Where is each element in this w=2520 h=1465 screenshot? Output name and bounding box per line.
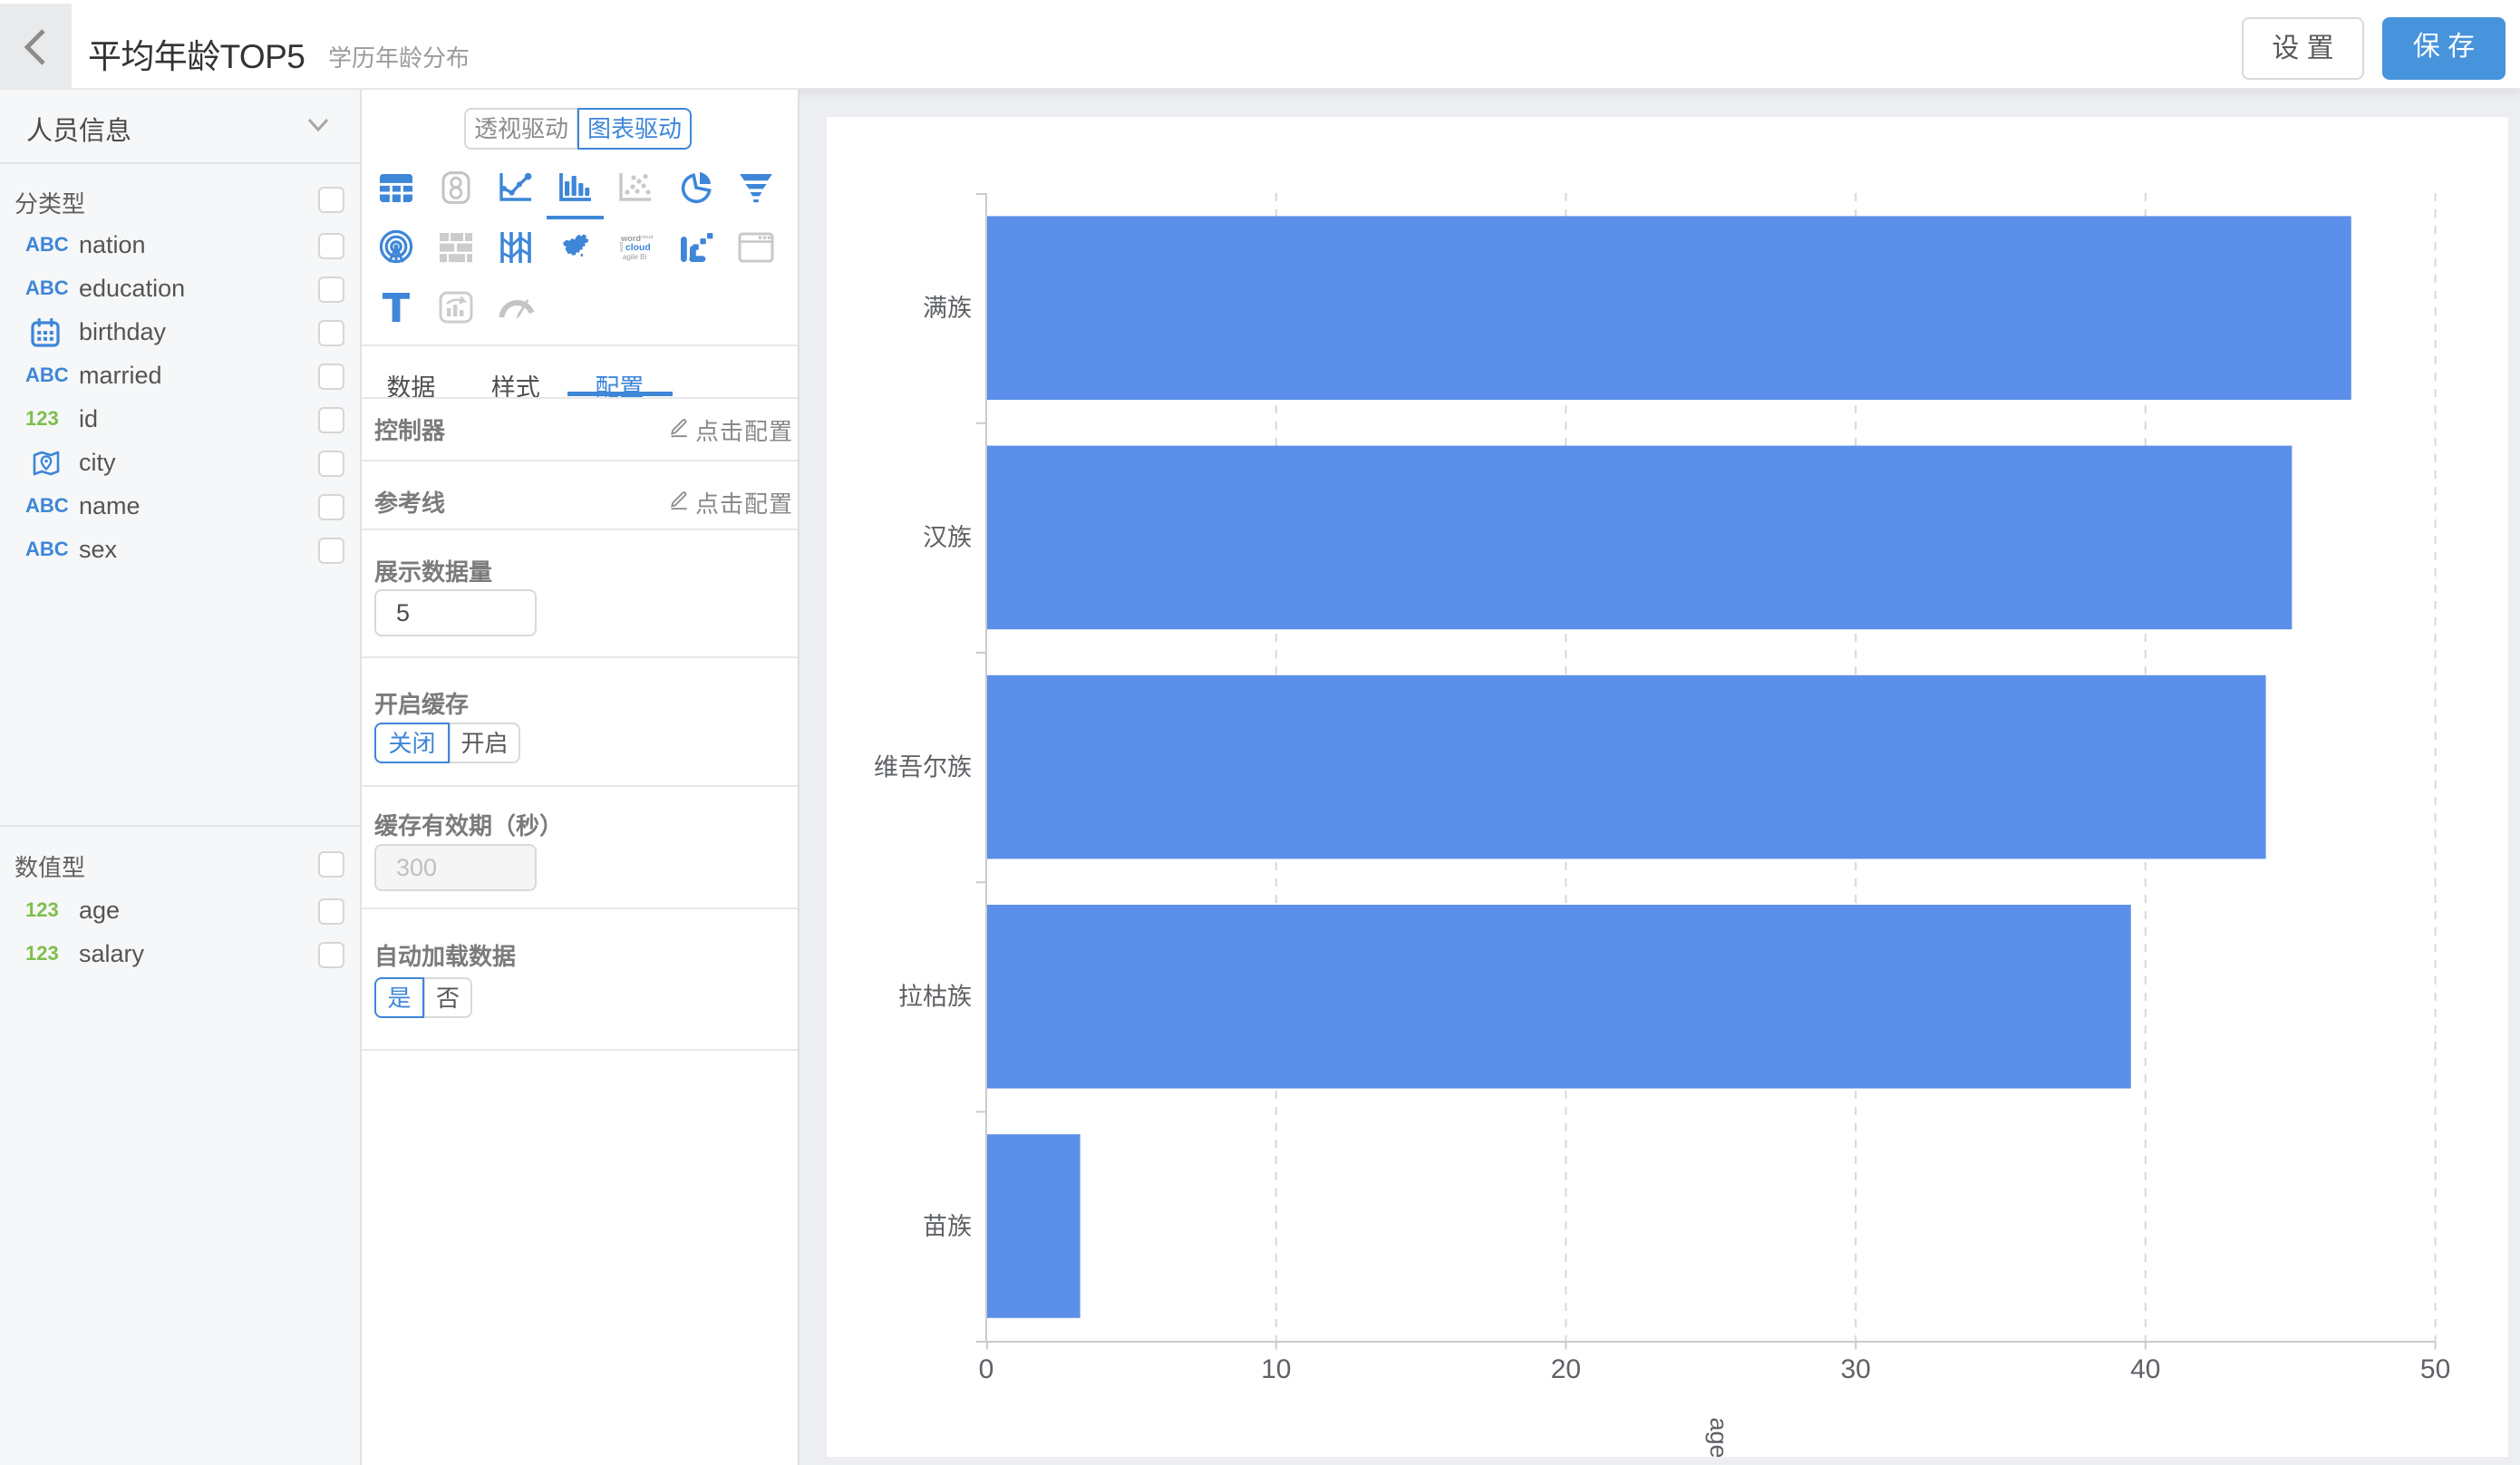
svg-text:维吾尔族: 维吾尔族 (874, 753, 972, 781)
svg-text:拉枯族: 拉枯族 (898, 984, 972, 1011)
svg-text:苗族: 苗族 (923, 1213, 972, 1240)
svg-text:word: word (619, 241, 625, 251)
svg-text:agile Bi: agile Bi (623, 253, 646, 261)
svg-text:40: 40 (2130, 1354, 2160, 1384)
svg-text:10: 10 (1261, 1354, 1291, 1384)
svg-text:cloud: cloud (625, 243, 651, 253)
svg-text:0: 0 (979, 1354, 994, 1384)
svg-text:age: age (1705, 1417, 1732, 1457)
svg-text:20: 20 (1551, 1354, 1581, 1384)
svg-text:cloud: cloud (641, 235, 653, 240)
svg-text:汉族: 汉族 (923, 524, 972, 551)
svg-text:满族: 满族 (923, 295, 972, 322)
svg-text:30: 30 (1841, 1354, 1871, 1384)
svg-text:word: word (620, 234, 641, 243)
svg-text:50: 50 (2420, 1354, 2450, 1384)
